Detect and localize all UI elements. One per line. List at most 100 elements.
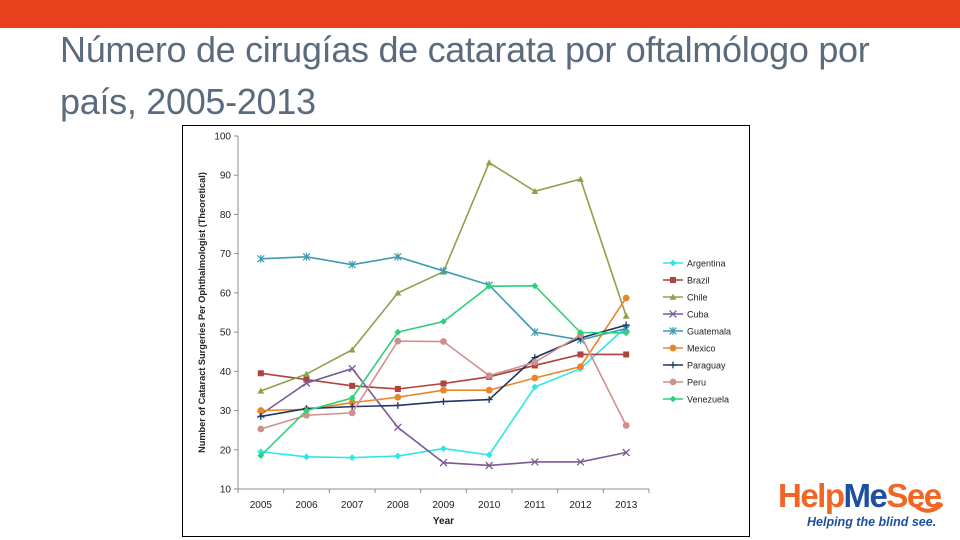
data-point-brazil [440, 380, 447, 387]
data-point-guatemala [348, 260, 356, 269]
legend-label-mexico: Mexico [687, 344, 716, 354]
data-point-argentina [440, 445, 447, 453]
legend-label-chile: Chile [687, 293, 708, 303]
data-point-paraguay [485, 396, 493, 403]
logo-word-help: Help [778, 477, 845, 514]
line-chart: 10 20 30 40 50 60 70 80 90 100 2005 2006 2007 2008 200… [197, 132, 731, 528]
logo-word-see: See [886, 477, 942, 514]
data-point-guatemala [439, 267, 448, 275]
helpmesee-logo: HelpMeSee Helping the blind see. [778, 478, 948, 533]
data-point-venezuela [348, 394, 356, 402]
data-point-chile [394, 289, 402, 296]
legend-marker-paraguay [669, 361, 677, 369]
y-axis-title: Number of Cataract Surgeries Per Ophthal… [197, 172, 207, 453]
y-tick-label: 20 [220, 445, 232, 456]
data-point-guatemala [394, 252, 402, 261]
x-tick-label: 2006 [295, 500, 318, 511]
y-tick-label: 40 [220, 367, 232, 378]
data-point-cuba [439, 458, 448, 467]
data-point-cuba [530, 458, 539, 466]
data-point-venezuela [257, 452, 265, 460]
data-point-argentina [348, 454, 356, 462]
data-point-paraguay [348, 403, 356, 411]
legend-label-brazil: Brazil [687, 276, 710, 286]
data-point-peru [257, 425, 265, 433]
data-point-paraguay [440, 398, 447, 405]
legend-label-guatemala: Guatemala [687, 327, 731, 337]
logo-word-me: Me [843, 477, 888, 514]
data-point-chile [348, 346, 356, 353]
data-point-mexico [577, 363, 584, 371]
data-point-cuba [576, 458, 585, 466]
data-point-peru [440, 338, 447, 345]
y-tick-label: 50 [220, 328, 232, 339]
legend-label-paraguay: Paraguay [687, 361, 726, 371]
data-point-cuba [485, 461, 494, 470]
data-point-peru [622, 422, 630, 429]
data-point-brazil [577, 351, 584, 358]
x-tick-label: 2012 [569, 500, 592, 511]
y-tick-label: 10 [220, 485, 232, 496]
data-point-peru [348, 409, 356, 417]
y-tick-label: 100 [214, 132, 231, 143]
data-point-venezuela [577, 329, 584, 336]
x-tick-label: 2005 [250, 500, 273, 511]
data-point-chile [577, 175, 584, 182]
logo-wordmark: HelpMeSee [778, 477, 942, 514]
series-line-mexico [260, 297, 627, 412]
legend-marker-guatemala [669, 327, 677, 335]
data-point-mexico [485, 386, 493, 394]
data-point-peru [531, 358, 539, 366]
y-tick-label: 60 [220, 288, 232, 299]
data-point-brazil [303, 376, 310, 383]
legend-marker-chile [669, 293, 677, 300]
y-tick-label: 30 [220, 406, 232, 417]
x-tick-label: 2007 [341, 500, 364, 511]
logo-tagline: Helping the blind see. [807, 515, 937, 529]
data-point-mexico [257, 407, 265, 414]
x-tick-label: 2009 [432, 500, 455, 511]
data-point-chile [531, 187, 539, 195]
data-point-brazil [623, 351, 630, 358]
legend-marker-mexico [669, 344, 677, 352]
data-point-paraguay [622, 321, 630, 329]
data-point-brazil [394, 385, 401, 392]
data-point-guatemala [302, 252, 311, 261]
top-accent-bar [0, 0, 960, 28]
x-tick-label: 2011 [524, 500, 546, 511]
legend-marker-argentina [669, 259, 677, 267]
data-point-venezuela [531, 282, 539, 290]
data-point-mexico [348, 399, 356, 407]
slide-title: Número de cirugías de catarata por oftal… [60, 29, 870, 122]
data-point-guatemala [531, 328, 539, 337]
data-point-mexico [622, 294, 630, 302]
legend-label-cuba: Cuba [687, 310, 709, 320]
data-point-mexico [531, 374, 539, 382]
data-point-cuba [393, 423, 402, 432]
legend-label-venezuela: Venezuela [687, 395, 729, 405]
data-point-guatemala [257, 254, 265, 263]
legend-marker-brazil [670, 277, 676, 283]
chart-frame: 10 20 30 40 50 60 70 80 90 100 2005 2006 2007 2008 200… [182, 125, 750, 537]
data-point-argentina [303, 453, 310, 461]
data-point-brazil [257, 370, 264, 377]
data-point-venezuela [440, 318, 447, 325]
y-tick-label: 80 [220, 210, 232, 221]
data-point-peru [485, 372, 493, 380]
data-point-mexico [394, 393, 402, 401]
data-point-chile [622, 312, 630, 319]
data-point-chile [303, 370, 310, 377]
x-tick-label: 2008 [387, 500, 410, 511]
data-point-venezuela [485, 282, 493, 290]
data-point-paraguay [394, 402, 402, 409]
series-line-venezuela [260, 285, 627, 457]
data-point-cuba [348, 364, 357, 373]
data-point-argentina [257, 448, 265, 456]
x-tick-label: 2013 [615, 500, 638, 511]
legend-marker-peru [669, 378, 677, 386]
legend-marker-cuba [669, 310, 677, 318]
data-point-argentina [531, 383, 539, 391]
x-axis-title: Year [433, 516, 454, 527]
data-point-venezuela [622, 329, 630, 337]
data-point-cuba [302, 379, 311, 387]
